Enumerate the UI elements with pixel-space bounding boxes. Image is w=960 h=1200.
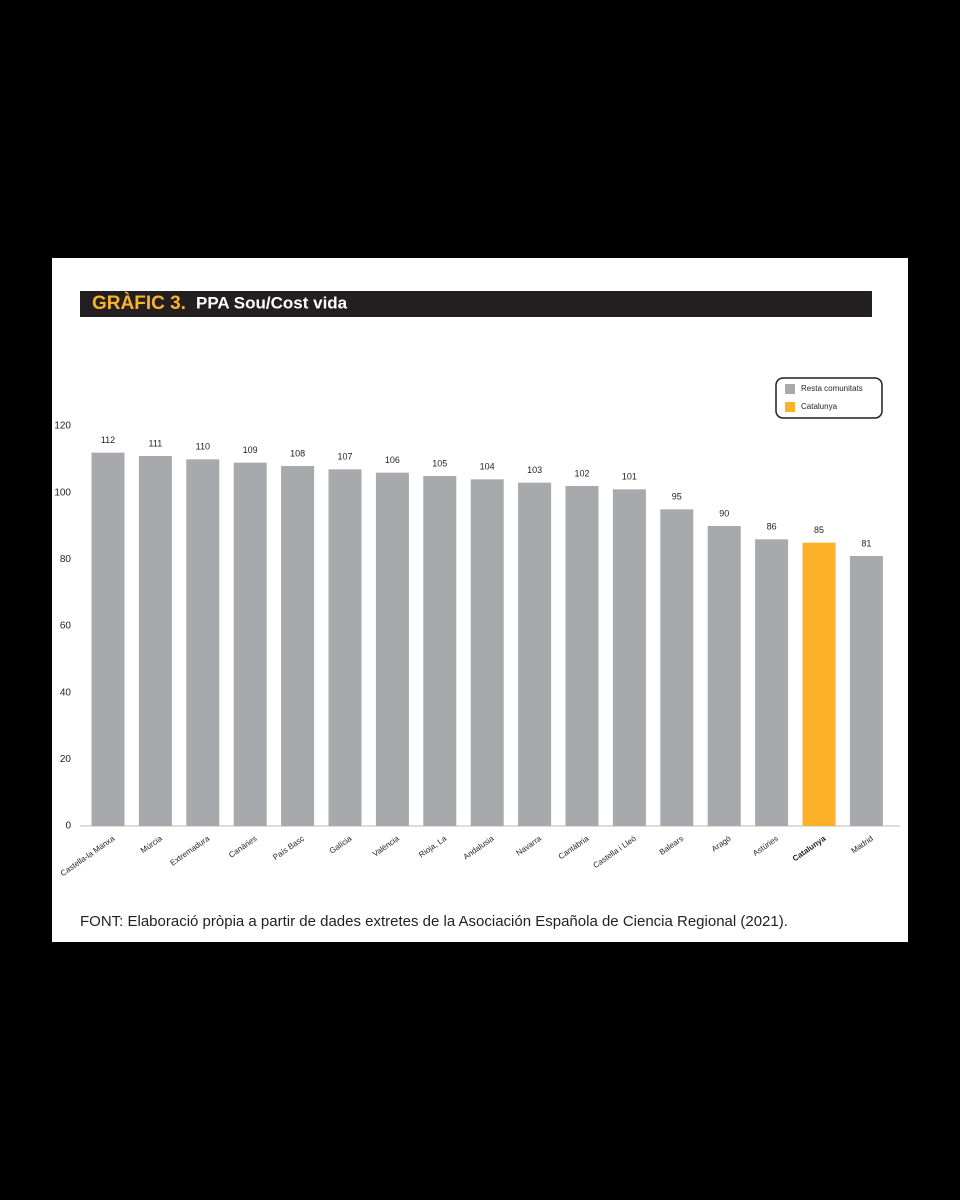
y-tick-label: 20 bbox=[60, 754, 72, 765]
value-label: 103 bbox=[527, 465, 542, 475]
legend-box bbox=[775, 377, 883, 419]
value-label: 105 bbox=[432, 458, 447, 468]
bar bbox=[470, 479, 504, 826]
bar bbox=[281, 466, 315, 826]
bar bbox=[518, 482, 552, 826]
legend-swatch bbox=[785, 402, 795, 412]
y-tick-label: 40 bbox=[60, 687, 72, 698]
value-label: 110 bbox=[196, 442, 210, 452]
value-label: 111 bbox=[149, 438, 163, 448]
bar bbox=[138, 456, 172, 826]
value-label: 81 bbox=[861, 538, 871, 548]
value-label: 106 bbox=[385, 455, 400, 465]
y-tick-label: 0 bbox=[65, 821, 71, 832]
bar bbox=[612, 489, 646, 826]
value-label: 85 bbox=[814, 525, 824, 535]
title-bar bbox=[80, 291, 872, 317]
legend-label: Catalunya bbox=[801, 402, 838, 411]
chart-title-prefix: GRÀFIC 3. bbox=[92, 292, 186, 314]
value-label: 109 bbox=[243, 445, 258, 455]
value-label: 104 bbox=[480, 462, 495, 472]
bar bbox=[565, 486, 599, 826]
value-label: 108 bbox=[290, 448, 305, 458]
value-label: 107 bbox=[337, 452, 352, 462]
chart-title: PPA Sou/Cost vida bbox=[196, 293, 348, 312]
y-tick-label: 80 bbox=[60, 554, 72, 565]
value-label: 86 bbox=[767, 522, 777, 532]
legend-label: Resta comunitats bbox=[801, 384, 863, 393]
y-tick-label: 100 bbox=[54, 487, 71, 498]
value-label: 112 bbox=[101, 435, 115, 445]
value-label: 90 bbox=[719, 508, 729, 518]
bar bbox=[707, 526, 741, 826]
bar bbox=[91, 452, 125, 826]
value-label: 101 bbox=[622, 472, 637, 482]
bar bbox=[802, 542, 836, 826]
y-tick-label: 60 bbox=[60, 621, 72, 632]
bar bbox=[423, 476, 457, 826]
bar bbox=[375, 472, 409, 826]
value-label: 102 bbox=[574, 468, 589, 478]
bar bbox=[233, 462, 267, 826]
legend-swatch bbox=[785, 384, 795, 394]
value-label: 95 bbox=[672, 492, 682, 502]
source-note: FONT: Elaboració pròpia a partir de dade… bbox=[80, 913, 788, 930]
bar bbox=[328, 469, 362, 826]
y-tick-label: 120 bbox=[54, 421, 71, 432]
bar bbox=[755, 539, 789, 826]
bar bbox=[660, 509, 694, 826]
bar bbox=[186, 459, 220, 826]
bar bbox=[849, 556, 883, 826]
